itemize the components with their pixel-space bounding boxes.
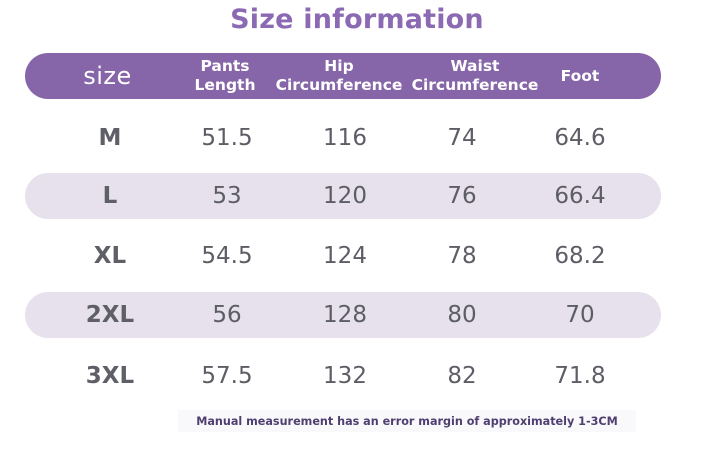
header-pants-length-line1: Pants [200, 57, 250, 75]
header-hip-line2: Circumference [275, 76, 403, 94]
foot-cell: 64.6 [554, 125, 606, 151]
waist-cell: 74 [447, 125, 477, 151]
hip-cell: 116 [323, 125, 367, 151]
header-size: size [83, 61, 132, 90]
size-cell: 3XL [85, 363, 135, 389]
hip-cell: 124 [323, 243, 367, 269]
header-waist-circumference: Waist Circumference [405, 53, 545, 99]
table-row: 2XL 56 128 80 70 [25, 292, 661, 338]
hip-cell: 128 [323, 302, 367, 328]
table-row: M 51.5 116 74 64.6 [25, 115, 661, 161]
header-hip-circumference: Hip Circumference [269, 53, 409, 99]
pants-length-cell: 57.5 [201, 363, 253, 389]
table-row: 3XL 57.5 132 82 71.8 [25, 353, 661, 399]
hip-cell: 132 [323, 363, 367, 389]
page-title: Size information [230, 4, 484, 35]
header-pants-length: Pants Length [185, 53, 265, 99]
pants-length-cell: 54.5 [201, 243, 253, 269]
header-foot: Foot [540, 53, 620, 99]
header-waist-line1: Waist [450, 57, 500, 75]
waist-cell: 82 [447, 363, 477, 389]
size-cell: M [98, 125, 122, 151]
hip-cell: 120 [323, 183, 367, 209]
size-cell: 2XL [85, 302, 135, 328]
size-cell: XL [93, 243, 127, 269]
foot-cell: 66.4 [554, 183, 606, 209]
pants-length-cell: 53 [212, 183, 242, 209]
table-row: L 53 120 76 66.4 [25, 173, 661, 219]
header-hip-line1: Hip [324, 57, 354, 75]
foot-cell: 68.2 [554, 243, 606, 269]
header-pants-length-line2: Length [194, 76, 256, 94]
measurement-note: Manual measurement has an error margin o… [178, 410, 636, 432]
foot-cell: 71.8 [554, 363, 606, 389]
size-cell: L [102, 183, 118, 209]
foot-cell: 70 [565, 302, 595, 328]
table-row: XL 54.5 124 78 68.2 [25, 233, 661, 279]
header-foot-label: Foot [560, 66, 600, 85]
header-waist-line2: Circumference [411, 76, 539, 94]
waist-cell: 80 [447, 302, 477, 328]
waist-cell: 76 [447, 183, 477, 209]
table-header: size Pants Length Hip Circumference Wais… [25, 53, 661, 99]
pants-length-cell: 51.5 [201, 125, 253, 151]
pants-length-cell: 56 [212, 302, 242, 328]
waist-cell: 78 [447, 243, 477, 269]
